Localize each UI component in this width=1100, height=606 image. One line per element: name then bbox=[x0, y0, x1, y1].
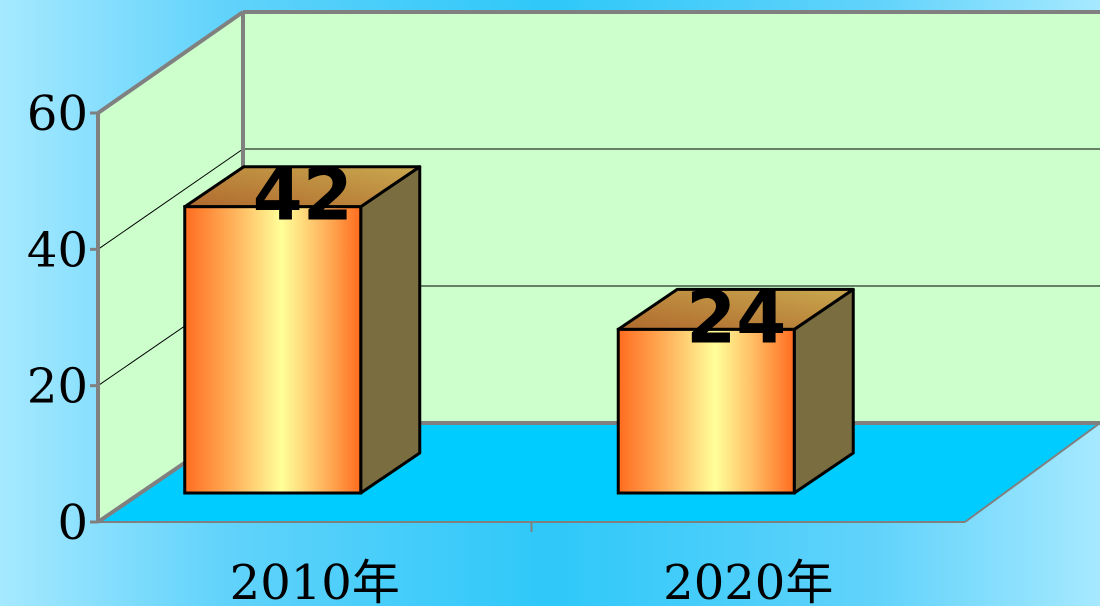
y-tick-label: 20 bbox=[27, 359, 88, 415]
data-label: 42 bbox=[253, 153, 353, 237]
bar-front-face bbox=[183, 205, 363, 495]
y-tick-label: 0 bbox=[57, 495, 88, 551]
frame-floor-right bbox=[964, 422, 1100, 523]
frame-top-edge bbox=[96, 10, 245, 115]
bar-front-face bbox=[616, 327, 796, 495]
data-label: 24 bbox=[686, 275, 786, 359]
x-tick-label: 2020年 bbox=[663, 555, 833, 606]
bar bbox=[616, 287, 855, 495]
x-tick-label: 2010年 bbox=[230, 555, 400, 606]
gridline-side bbox=[97, 148, 244, 250]
x-axis-labels: 2010年 2020年 bbox=[230, 555, 834, 606]
bars bbox=[183, 165, 855, 495]
y-tick-label: 60 bbox=[27, 86, 88, 142]
bar-side-face bbox=[359, 165, 422, 495]
y-axis: 0 20 40 60 bbox=[27, 10, 1100, 551]
data-labels: 42 24 bbox=[253, 153, 787, 360]
bar bbox=[183, 165, 422, 495]
y-tick-label: 40 bbox=[27, 222, 88, 278]
